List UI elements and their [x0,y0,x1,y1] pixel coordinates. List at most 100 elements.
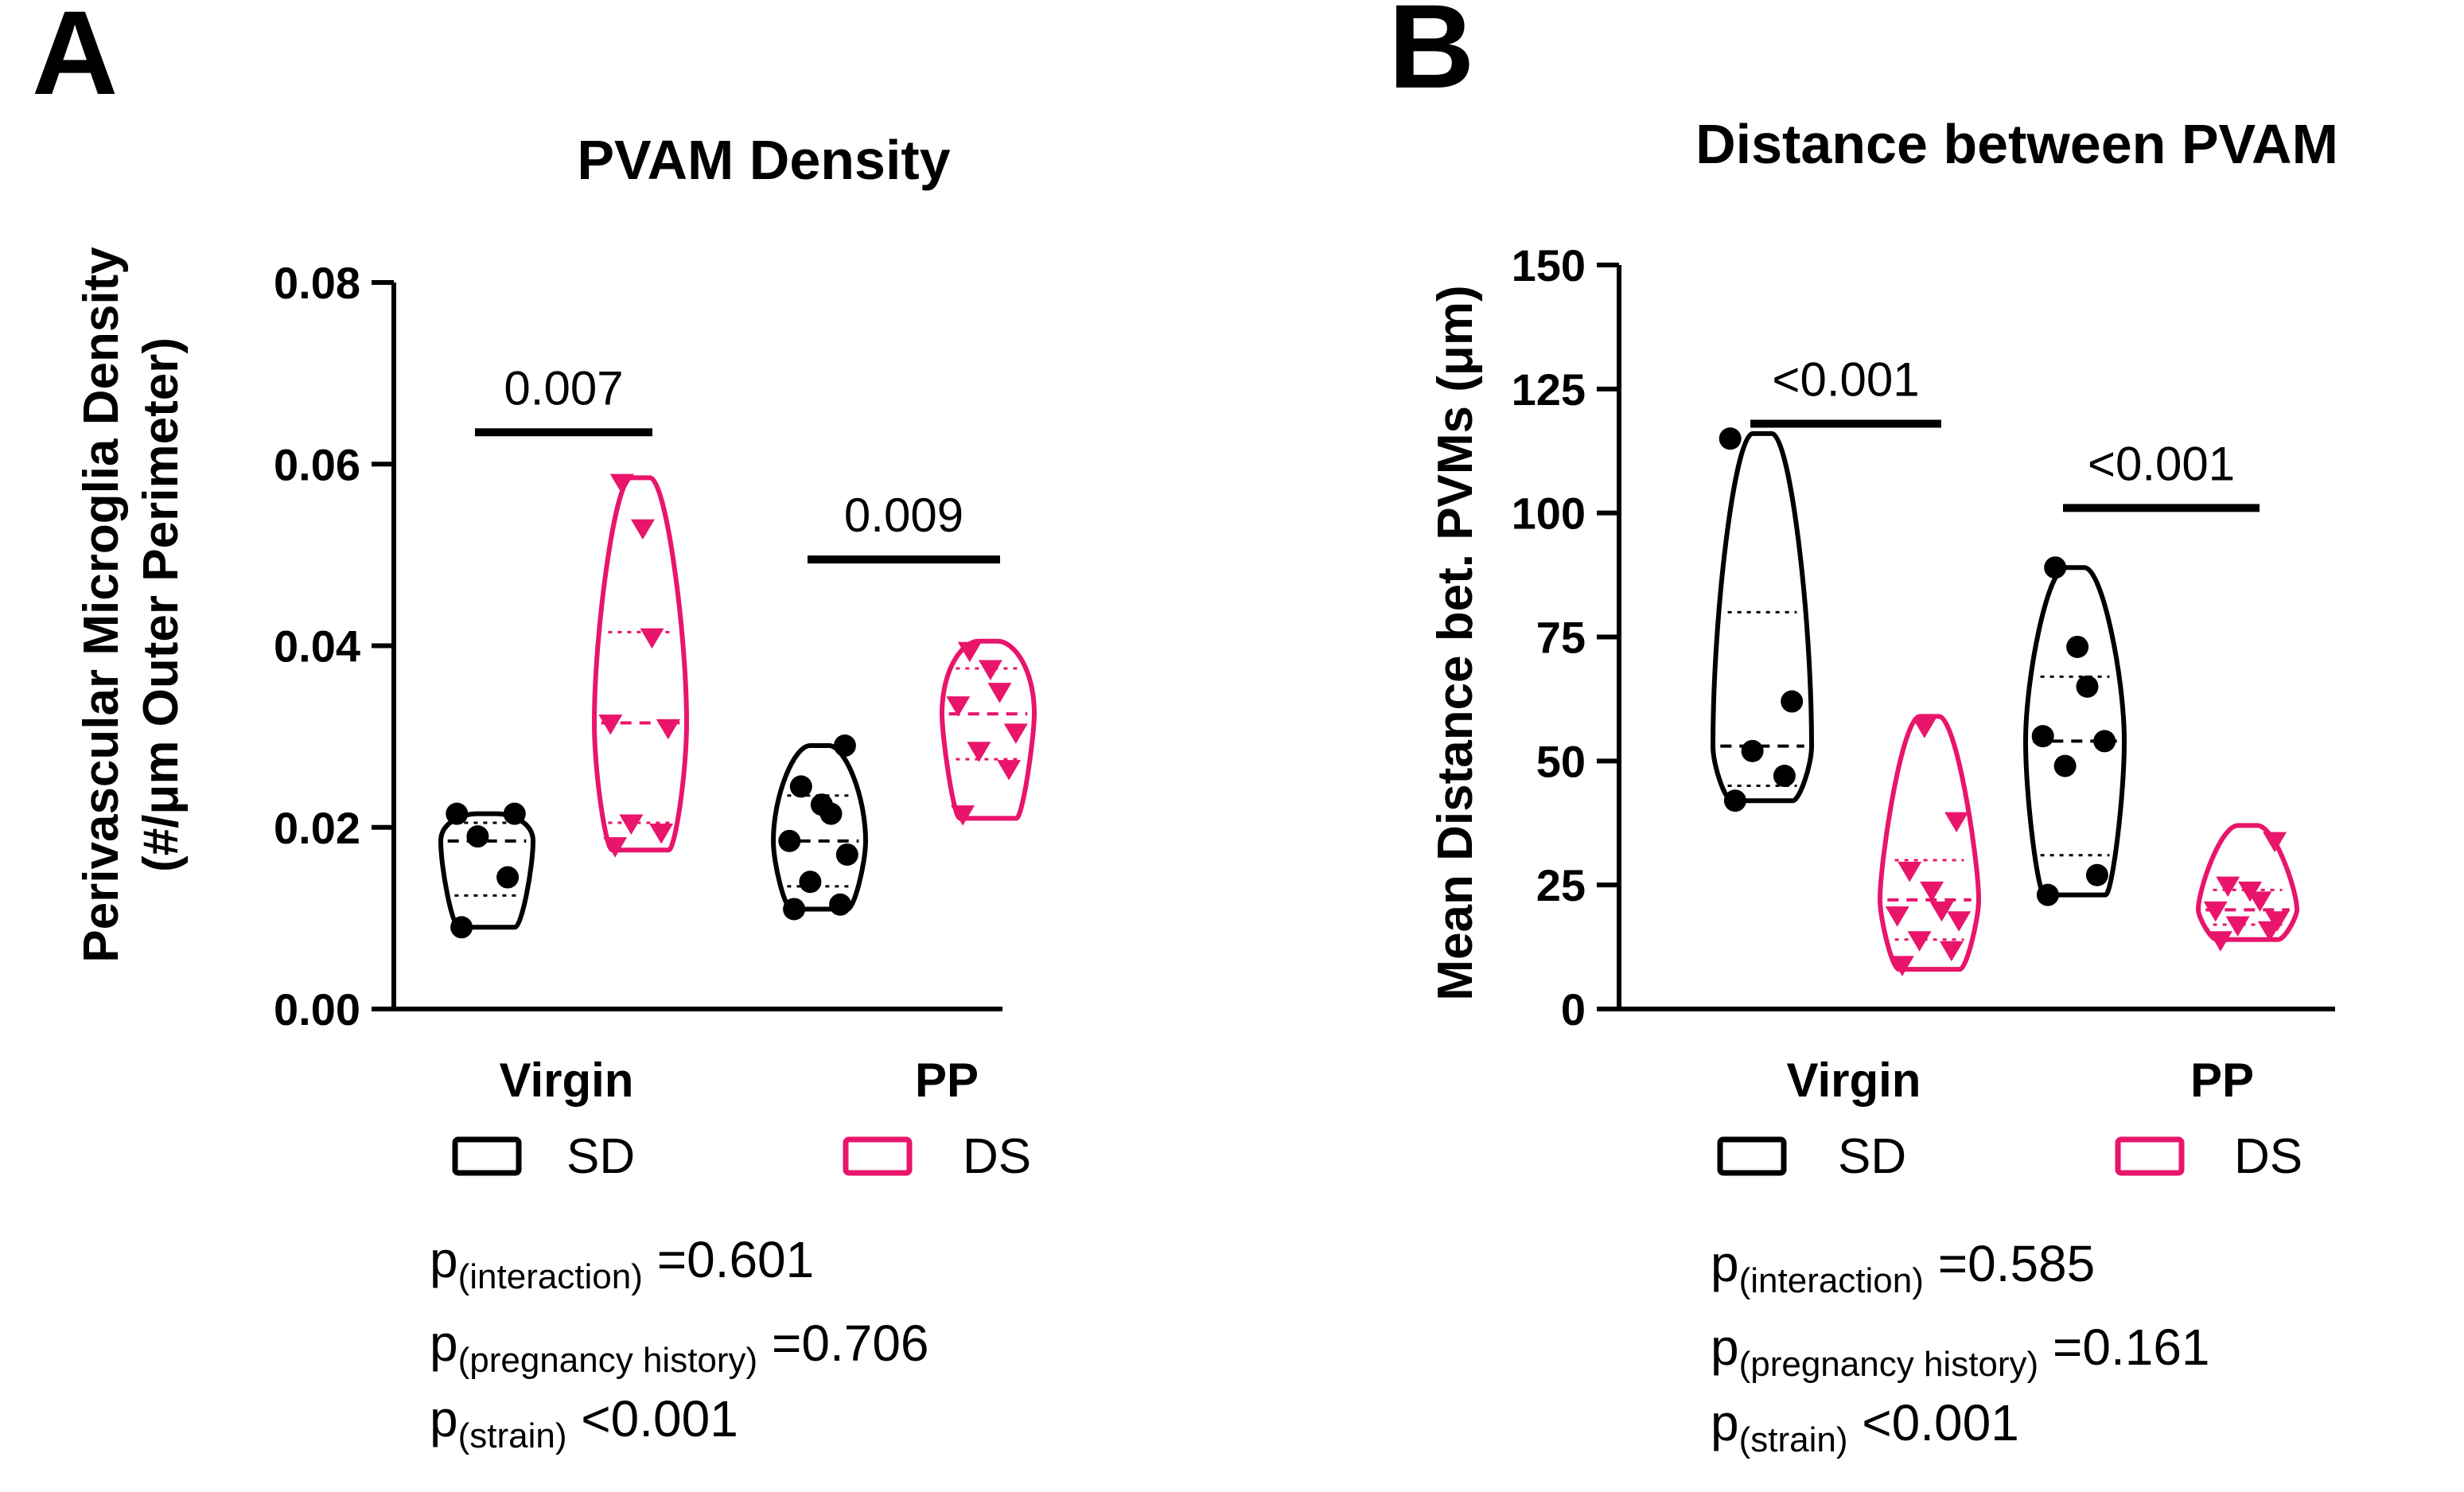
data-point-ds [2216,876,2240,898]
violin-ds-virgin [1878,714,1981,972]
stat-p: p [430,1231,458,1288]
data-point-ds [1898,861,1922,882]
y-axis-label-a-line2: (#/μm Outer Perimeter) [134,337,189,872]
stat-subscript: (interaction) [1739,1261,1924,1300]
y-tick-label-a: 0.00 [274,984,360,1034]
legend-swatch-sd [452,1136,522,1176]
data-point-ds [1907,931,1932,952]
stat-subscript: (pregnancy history) [458,1341,758,1380]
y-axis-label-b-line1: Mean Distance bet. PVMs (μm) [1428,285,1483,1000]
violin-sd-virgin [1711,430,1814,804]
data-point-ds [946,696,971,717]
stat-subscript: (strain) [1739,1420,1848,1459]
significance-label: 0.007 [504,361,623,415]
data-point-sd [2085,863,2108,886]
data-point-sd [1781,690,1804,713]
stat-line: p(interaction) =0.585 [1711,1235,2095,1300]
data-point-sd [783,898,806,921]
data-point-sd [835,843,858,866]
data-point-ds [967,742,991,762]
legend-a: SD DS [452,1129,1031,1184]
data-point-sd [789,775,812,798]
stat-line: p(interaction) =0.601 [430,1231,814,1296]
data-point-ds [598,715,623,735]
stat-subscript: (pregnancy history) [1739,1345,2039,1384]
data-point-ds [649,823,674,844]
chart-title-b: Distance between PVAM [1695,113,2338,175]
legend-swatch-ds [2115,1136,2185,1176]
panel-b: B Distance between PVAM Mean Distance be… [1388,0,2338,1459]
data-point-ds [1885,906,1909,927]
data-point-ds [2248,891,2272,912]
chart-title-a: PVAM Density [577,129,950,191]
data-point-ds [957,641,982,663]
y-tick-label-b: 0 [1561,984,1586,1034]
data-point-sd [446,802,469,825]
legend-b: SD DS [1717,1129,2302,1184]
data-point-ds [951,805,975,826]
data-point-ds [1920,881,1944,902]
stat-value: <0.001 [567,1390,738,1447]
y-axis-label-a: Perivascular Microglia Density (#/μm Out… [74,247,189,963]
data-point-ds [1912,718,1937,738]
data-point-ds [609,473,634,495]
violin-sd-virgin [438,811,535,930]
stat-line: p(strain) <0.001 [1711,1394,2019,1459]
stat-value: =0.706 [757,1315,928,1372]
data-point-ds [619,814,644,836]
y-tick-label-a: 0.02 [274,803,360,853]
data-point-ds [2265,911,2290,932]
data-point-sd [799,871,822,894]
stat-line: p(pregnancy history) =0.706 [430,1315,929,1380]
stat-value: =0.161 [2038,1319,2209,1376]
y-tick-label-b: 100 [1512,489,1586,539]
data-point-sd [1719,427,1742,450]
x-category-label-b: PP [2190,1054,2254,1107]
x-category-label-a: PP [915,1054,979,1107]
data-point-sd [2044,556,2067,579]
panel-label-b: B [1388,0,1474,113]
y-tick-label-a: 0.06 [274,439,360,489]
y-axis-label-a-line1: Perivascular Microglia Density [74,247,129,963]
stat-p: p [1711,1319,1739,1376]
y-tick-label-b: 125 [1512,364,1586,415]
data-point-ds [2208,931,2232,952]
stat-line: p(strain) <0.001 [430,1390,738,1455]
x-category-label-a: Virgin [500,1054,634,1107]
data-point-sd [778,829,801,852]
data-point-ds [1003,723,1028,744]
violin-ds-pp [940,638,1037,821]
legend-label-ds: DS [2234,1129,2302,1184]
significance-label: <0.001 [1772,353,1919,406]
data-point-sd [2036,883,2059,906]
data-point-sd [810,793,833,816]
data-point-sd [2053,754,2077,777]
stat-p: p [1711,1394,1739,1451]
data-point-ds [1939,941,1964,962]
data-point-ds [2263,832,2287,853]
plot-area-a: 0.00 0.02 0.04 0.06 0.08 Virgin PP 0.007 0.009 [274,258,1037,1107]
violin-sd-pp [2023,565,2127,898]
y-tick-label-b: 150 [1512,240,1586,290]
stat-p: p [430,1390,458,1447]
stat-p: p [1711,1235,1739,1292]
stat-line: p(pregnancy history) =0.161 [1711,1319,2210,1384]
stat-subscript: (strain) [458,1416,567,1455]
data-point-sd [1773,765,1796,788]
data-point-ds [987,683,1012,703]
data-point-ds [640,628,664,649]
significance-label: 0.009 [844,489,963,542]
data-point-sd [450,916,473,939]
panel-label-a: A [32,0,118,119]
data-point-sd [2031,725,2054,748]
y-tick-label-b: 75 [1536,613,1586,663]
y-tick-label-a: 0.04 [274,621,360,672]
legend-label-ds: DS [963,1129,1031,1184]
data-point-sd [2076,675,2099,698]
y-tick-label-b: 50 [1536,736,1586,786]
data-point-sd [466,825,489,848]
x-category-label-b: Virgin [1787,1054,1921,1107]
data-point-ds [630,519,655,540]
